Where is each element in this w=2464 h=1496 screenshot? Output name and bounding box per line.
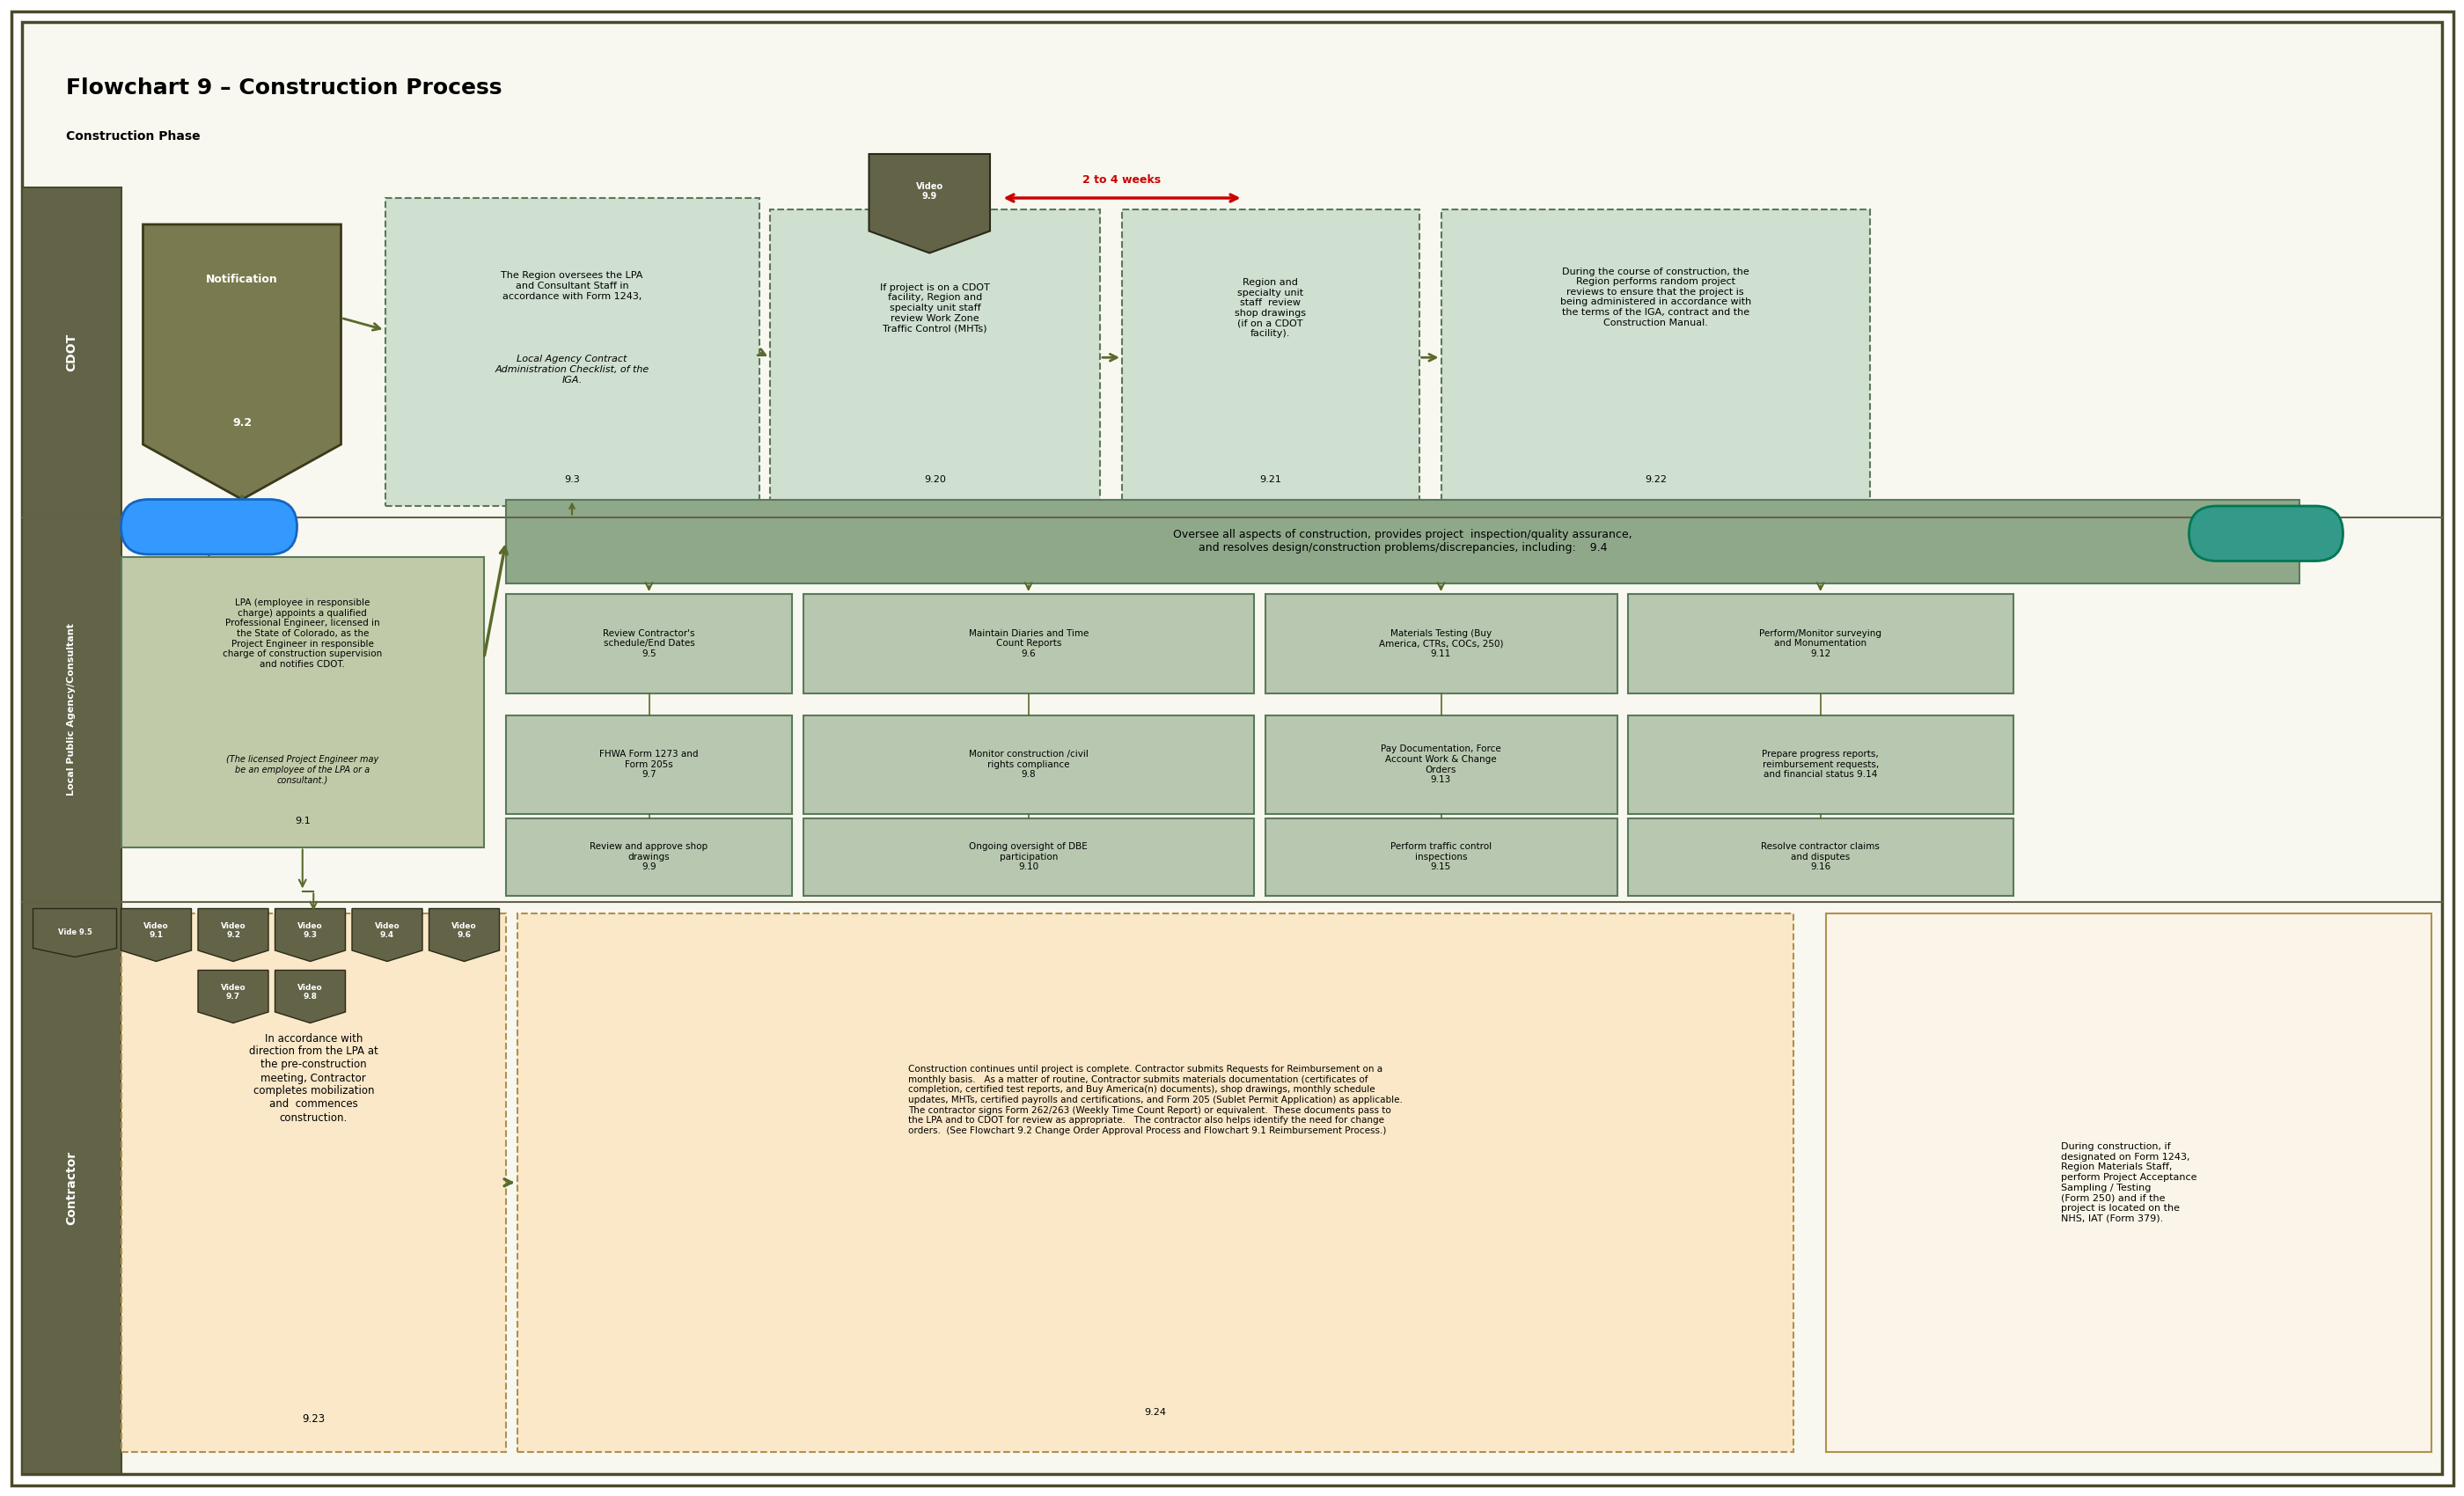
Text: START: START [187,521,232,533]
Text: 9.22: 9.22 [1643,476,1666,485]
Text: FHWA Form 1273 and
Form 205s
9.7: FHWA Form 1273 and Form 205s 9.7 [599,749,697,779]
Text: Perform/Monitor surveying
and Monumentation
9.12: Perform/Monitor surveying and Monumentat… [1759,628,1882,658]
Text: END: END [2252,528,2279,540]
FancyBboxPatch shape [121,557,483,847]
Text: Construction continues until project is complete. Contractor submits Requests fo: Construction continues until project is … [907,1065,1402,1135]
Text: Video
9.7: Video 9.7 [222,984,246,1001]
Polygon shape [352,908,421,962]
FancyBboxPatch shape [2188,506,2343,561]
Text: (The licensed Project Engineer may
be an employee of the LPA or a
consultant.): (The licensed Project Engineer may be an… [227,755,379,784]
Text: Video
9.1: Video 9.1 [143,922,170,939]
FancyBboxPatch shape [121,913,505,1453]
FancyBboxPatch shape [1264,715,1616,814]
Polygon shape [870,154,991,253]
Text: During construction, if
designated on Form 1243,
Region Materials Staff,
perform: During construction, if designated on Fo… [2060,1143,2195,1222]
FancyBboxPatch shape [1629,715,2013,814]
Text: Video
9.8: Video 9.8 [298,984,323,1001]
Text: Contractor: Contractor [67,1150,79,1225]
Text: 2 to 4 weeks: 2 to 4 weeks [1082,175,1161,186]
Text: Region and
specialty unit
staff  review
shop drawings
(if on a CDOT
facility).: Region and specialty unit staff review s… [1234,278,1306,338]
Text: 9.20: 9.20 [924,476,946,485]
Text: Maintain Diaries and Time
Count Reports
9.6: Maintain Diaries and Time Count Reports … [968,628,1089,658]
Text: Vide 9.5: Vide 9.5 [57,929,91,936]
FancyBboxPatch shape [1264,818,1616,896]
FancyBboxPatch shape [384,197,759,506]
FancyBboxPatch shape [505,715,791,814]
Polygon shape [143,224,340,500]
Text: Pay Documentation, Force
Account Work & Change
Orders
9.13: Pay Documentation, Force Account Work & … [1380,745,1501,784]
FancyBboxPatch shape [1826,913,2432,1453]
Text: Video
9.4: Video 9.4 [375,922,399,939]
Text: 9.1: 9.1 [296,817,310,824]
Polygon shape [276,971,345,1023]
FancyBboxPatch shape [22,518,121,902]
Polygon shape [429,908,500,962]
FancyBboxPatch shape [1629,818,2013,896]
Text: Flowchart 9 – Construction Process: Flowchart 9 – Construction Process [67,78,503,99]
Text: 9.2: 9.2 [232,417,251,428]
Text: Resolve contractor claims
and disputes
9.16: Resolve contractor claims and disputes 9… [1762,842,1880,872]
Text: Perform traffic control
inspections
9.15: Perform traffic control inspections 9.15 [1390,842,1491,872]
FancyBboxPatch shape [505,500,2299,583]
Text: Local Public Agency/Consultant: Local Public Agency/Consultant [67,624,76,796]
Text: In accordance with
direction from the LPA at
the pre-construction
meeting, Contr: In accordance with direction from the LP… [249,1032,377,1123]
Text: Notification: Notification [207,274,278,286]
Text: Construction Phase: Construction Phase [67,130,200,142]
FancyBboxPatch shape [1264,594,1616,693]
Polygon shape [121,908,192,962]
FancyBboxPatch shape [505,818,791,896]
FancyBboxPatch shape [1121,209,1419,506]
Text: Monitor construction /civil
rights compliance
9.8: Monitor construction /civil rights compl… [968,749,1089,779]
FancyBboxPatch shape [803,715,1254,814]
Polygon shape [276,908,345,962]
Polygon shape [32,908,116,957]
FancyBboxPatch shape [769,209,1099,506]
Text: The Region oversees the LPA
and Consultant Staff in
accordance with Form 1243,: The Region oversees the LPA and Consulta… [500,271,643,301]
FancyBboxPatch shape [22,22,2442,1474]
Text: Review Contractor's
schedule/End Dates
9.5: Review Contractor's schedule/End Dates 9… [604,628,695,658]
Text: If project is on a CDOT
facility, Region and
specialty unit staff
review Work Zo: If project is on a CDOT facility, Region… [880,283,991,332]
Text: 9.24: 9.24 [1143,1408,1165,1417]
Text: Materials Testing (Buy
America, CTRs, COCs, 250)
9.11: Materials Testing (Buy America, CTRs, CO… [1380,628,1503,658]
FancyBboxPatch shape [1629,594,2013,693]
FancyBboxPatch shape [1441,209,1870,506]
Text: Prepare progress reports,
reimbursement requests,
and financial status 9.14: Prepare progress reports, reimbursement … [1762,749,1880,779]
FancyBboxPatch shape [505,594,791,693]
Text: Ongoing oversight of DBE
participation
9.10: Ongoing oversight of DBE participation 9… [968,842,1087,872]
Text: 9.3: 9.3 [564,476,579,485]
Text: Local Agency Contract
Administration Checklist, of the
IGA.: Local Agency Contract Administration Che… [495,355,648,384]
FancyBboxPatch shape [803,594,1254,693]
Text: Video
9.6: Video 9.6 [451,922,478,939]
Text: LPA (employee in responsible
charge) appoints a qualified
Professional Engineer,: LPA (employee in responsible charge) app… [222,598,382,669]
Text: Review and approve shop
drawings
9.9: Review and approve shop drawings 9.9 [589,842,707,872]
Text: Oversee all aspects of construction, provides project  inspection/quality assura: Oversee all aspects of construction, pro… [1173,530,1631,554]
Text: Video
9.2: Video 9.2 [222,922,246,939]
FancyBboxPatch shape [22,187,121,518]
Text: Video
9.9: Video 9.9 [917,183,944,200]
Polygon shape [197,971,269,1023]
Text: During the course of construction, the
Region performs random project
reviews to: During the course of construction, the R… [1560,268,1752,328]
Text: 9.21: 9.21 [1259,476,1281,485]
Text: Video
9.3: Video 9.3 [298,922,323,939]
FancyBboxPatch shape [121,500,298,555]
FancyBboxPatch shape [22,902,121,1474]
Text: CDOT: CDOT [67,334,79,371]
Polygon shape [197,908,269,962]
FancyBboxPatch shape [517,913,1794,1453]
Text: 9.23: 9.23 [303,1414,325,1424]
FancyBboxPatch shape [803,818,1254,896]
